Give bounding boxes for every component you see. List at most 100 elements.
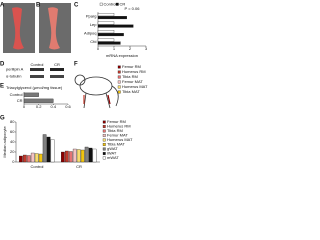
panel-label: A (0, 3, 5, 9)
bar (97, 30, 115, 34)
x-tick-label: 0.6 (65, 104, 71, 109)
bar (88, 147, 93, 163)
band (50, 75, 64, 78)
blot-column: Control (31, 62, 44, 67)
bar (46, 136, 51, 163)
y-tick-label: 80 (10, 119, 15, 124)
legend-label: Humerus MAT (122, 84, 148, 89)
legend-label: Tibia MAT (107, 142, 125, 147)
x-tick-label: 3 (145, 46, 148, 51)
legend-swatch (102, 143, 106, 146)
y-tick-label: 60 (10, 129, 15, 134)
bar (61, 151, 65, 163)
bar (30, 152, 35, 163)
legend-swatch (102, 134, 106, 137)
x-tick-label: 1 (113, 46, 116, 51)
legend-label: CR (120, 2, 126, 7)
y-tick-label: 0 (12, 159, 15, 164)
legend-label: Tibia RM (122, 74, 138, 79)
panel-label: B (36, 3, 41, 9)
mouse-skeleton (74, 74, 119, 109)
panel-label: C (74, 3, 79, 9)
legend-label: Femur MAT (107, 133, 128, 138)
legend-swatch (102, 152, 106, 155)
y-tick-label: CR (17, 98, 23, 103)
legend-swatch (102, 125, 106, 128)
panel-label: E (0, 84, 4, 90)
legend-swatch (117, 65, 121, 69)
legend-label: Femur MAT (122, 79, 143, 84)
y-axis-label: Median adipocyte (2, 126, 7, 158)
bar (23, 98, 54, 103)
y-tick-label: Lep (90, 22, 97, 27)
x-tick-label: 0 (23, 104, 26, 109)
panel-label: D (0, 62, 5, 68)
bar (50, 139, 55, 163)
band (30, 68, 44, 71)
bar (97, 21, 115, 25)
panel-label: G (0, 116, 5, 122)
bar (23, 92, 39, 97)
legend-swatch (117, 85, 121, 89)
bar (22, 154, 27, 163)
legend-label: Humerus MAT (107, 137, 133, 142)
legend-label: iWAT (107, 151, 117, 156)
band (50, 68, 64, 71)
bar (38, 153, 43, 163)
bar (97, 13, 115, 17)
bar (80, 149, 85, 163)
mouse-highlights (83, 94, 111, 105)
y-tick-label: Pparg (86, 13, 97, 18)
bar (97, 24, 134, 28)
chart-title: Triacylglycerol (µmol/mg tissue) (6, 85, 63, 90)
bar (42, 134, 47, 163)
legend-label: Tibia RM (107, 128, 123, 133)
legend-swatch (117, 75, 121, 79)
bar (72, 148, 77, 163)
legend-label: Humerus RM (122, 69, 146, 74)
legend-swatch (117, 70, 121, 74)
legend-swatch (102, 147, 106, 151)
legend-swatch (115, 2, 119, 6)
legend-label: Control (104, 2, 117, 7)
x-tick-label: 0 (97, 46, 100, 51)
bar (97, 41, 121, 45)
bar (64, 150, 69, 163)
x-tick-label: CR (76, 164, 82, 169)
legend-label: mWAT (107, 155, 119, 160)
bar (76, 149, 81, 163)
annotation: P = 0.06 (125, 6, 141, 11)
legend-label: gWAT (107, 146, 118, 151)
legend-swatch (102, 156, 106, 160)
legend-label: Femur RM (107, 119, 126, 124)
x-tick-label: 0.2 (36, 104, 42, 109)
y-tick-label: 20 (10, 149, 15, 154)
legend-label: Humerus RM (107, 124, 131, 129)
blot-column: CR (54, 62, 60, 67)
bar (84, 146, 89, 163)
bar (18, 155, 23, 163)
bar (97, 33, 124, 37)
y-tick-label: 40 (10, 139, 15, 144)
x-axis-label: mRNA expression (106, 53, 138, 58)
x-tick-label: 2 (129, 46, 132, 51)
panel-label: F (74, 62, 78, 68)
bone-b (48, 7, 60, 50)
bar (68, 151, 73, 163)
bar (97, 38, 115, 42)
legend-label: Tibia MAT (122, 89, 140, 94)
legend-swatch (102, 129, 106, 133)
bar (97, 16, 127, 20)
legend-swatch (117, 90, 121, 94)
legend-swatch (102, 138, 106, 142)
bar (34, 153, 39, 163)
bar (26, 155, 31, 163)
bone-a (12, 7, 24, 50)
legend-swatch (99, 2, 103, 6)
legend-swatch (117, 80, 121, 84)
bar (92, 148, 97, 163)
blot-row: perilipin A (6, 67, 24, 72)
legend-swatch (102, 120, 106, 124)
y-tick-label: Adipoq (84, 30, 96, 35)
